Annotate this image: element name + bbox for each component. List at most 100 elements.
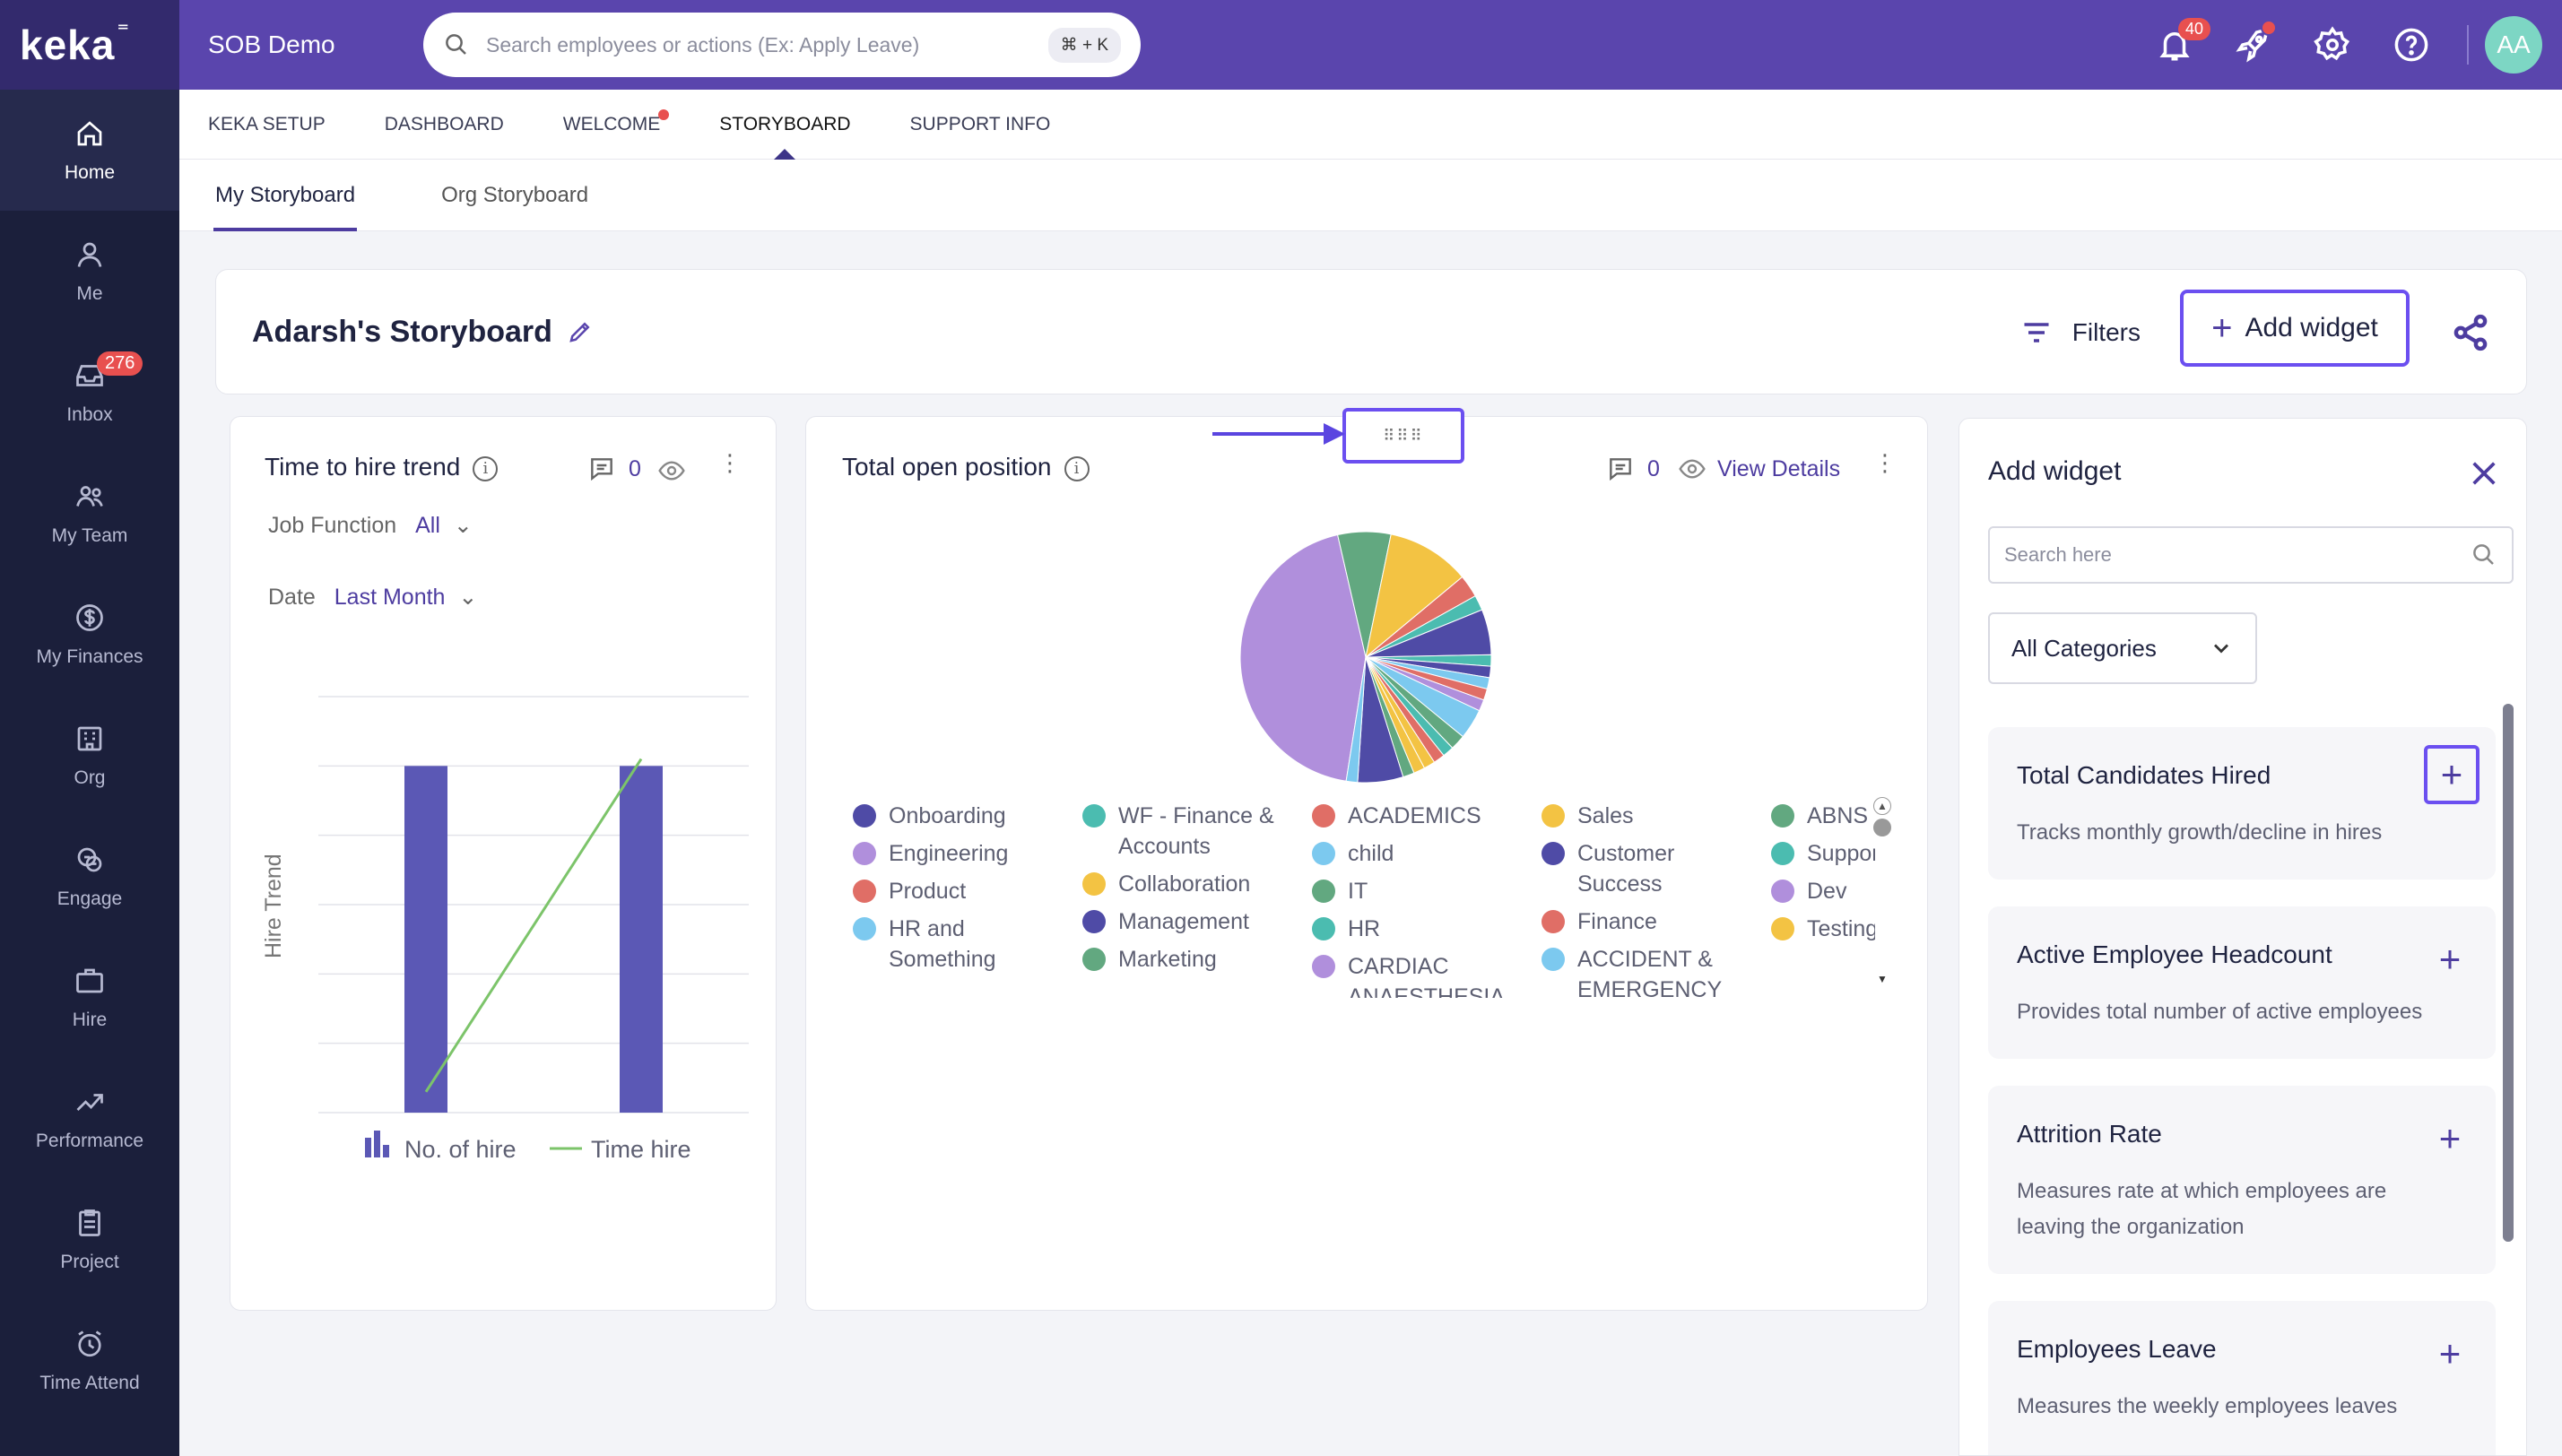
comment-count[interactable]: 0 (1606, 455, 1660, 483)
legend-item[interactable]: Management (1082, 906, 1298, 937)
view-details-link[interactable]: View Details (1678, 455, 1840, 483)
legend-item[interactable]: Sales (1542, 801, 1757, 831)
whats-new-button[interactable] (2214, 0, 2293, 90)
tab-label: KEKA SETUP (208, 113, 326, 134)
view-details-text: View Details (1717, 455, 1841, 481)
add-widget-button[interactable]: + Add widget (2180, 290, 2410, 367)
legend-item[interactable]: ACCIDENT & EMERGENCY DEPT (1542, 944, 1757, 998)
help-button[interactable] (2372, 0, 2451, 90)
legend-item[interactable]: Collaboration (1082, 869, 1298, 899)
sidebar-item-performance[interactable]: Performance (0, 1058, 179, 1179)
legend-label: Engineering (889, 841, 1009, 866)
legend-label: Management (1118, 909, 1249, 934)
comment-count[interactable]: 0 (587, 455, 641, 483)
category-select[interactable]: All Categories (1988, 612, 2257, 684)
legend-item[interactable]: CARDIAC ANAESTHESIA & ICU (1312, 951, 1527, 998)
date-filter[interactable]: Date Last Month ⌄ (268, 584, 477, 611)
legend-item[interactable]: Onboarding (853, 801, 1068, 831)
legend-item[interactable]: ABNS (1771, 801, 1875, 831)
sidebar-item-org[interactable]: Org (0, 695, 179, 816)
tab-keka-setup[interactable]: KEKA SETUP (208, 90, 326, 160)
close-icon[interactable] (2469, 458, 2499, 489)
legend-item[interactable]: Support (1771, 838, 1875, 869)
user-avatar[interactable]: AA (2485, 16, 2542, 74)
legend-item[interactable]: Dev (1771, 876, 1875, 906)
info-icon[interactable]: i (473, 455, 499, 481)
pie-slice[interactable] (1365, 533, 1463, 659)
scroll-thumb[interactable] (1873, 819, 1891, 836)
sidebar-item-label: Org (74, 767, 106, 788)
sidebar-item-engage[interactable]: Engage (0, 816, 179, 937)
global-search-input[interactable]: Search employees or actions (Ex: Apply L… (423, 13, 1141, 77)
add-widget-plus-button[interactable]: + (2438, 1117, 2462, 1159)
tab-storyboard[interactable]: STORYBOARD (719, 90, 851, 160)
more-menu-icon[interactable]: ⋮ (718, 449, 742, 476)
legend-item[interactable]: HR (1312, 914, 1527, 944)
sidebar-item-me[interactable]: Me (0, 211, 179, 332)
filters-button[interactable]: Filters (2020, 270, 2141, 395)
legend-item[interactable]: Finance (1542, 906, 1757, 937)
job-function-filter[interactable]: Job Function All ⌄ (268, 512, 473, 539)
notifications-button[interactable]: 40 (2135, 0, 2214, 90)
edit-icon[interactable] (567, 318, 594, 345)
tab-org-storyboard[interactable]: Org Storyboard (441, 183, 589, 207)
legend-label: Time hire (591, 1136, 691, 1163)
tab-dashboard[interactable]: DASHBOARD (385, 90, 504, 160)
team-icon (76, 485, 103, 507)
widget-list-item[interactable]: Total Candidates Hired Tracks monthly gr… (1988, 727, 2496, 880)
scroll-down-icon[interactable]: ▼ (1877, 973, 1888, 985)
drag-handle[interactable]: ⠿⠿⠿ (1342, 408, 1464, 464)
sidebar-item-my-finances[interactable]: My Finances (0, 574, 179, 695)
widget-list-item[interactable]: Active Employee Headcount Provides total… (1988, 906, 2496, 1059)
legend-item[interactable]: WF - Finance & Accounts (1082, 801, 1298, 862)
legend-column: ACADEMICS child IT HR CARDIAC ANAESTHESIA & … (1312, 801, 1527, 998)
add-widget-plus-button[interactable]: + (2438, 1332, 2462, 1374)
eye-icon[interactable] (657, 456, 686, 485)
legend-bar-swatch (374, 1131, 380, 1157)
add-widget-plus-button[interactable]: + (2438, 938, 2462, 980)
legend-item[interactable]: IT (1312, 876, 1527, 906)
sidebar-item-my-team[interactable]: My Team (0, 453, 179, 574)
legend-item[interactable]: HR and Something (853, 914, 1068, 975)
pie-slice[interactable] (1345, 656, 1367, 784)
legend-column: Onboarding Engineering Product HR and Somet… (853, 801, 1068, 982)
sidebar-item-home[interactable]: Home (0, 90, 179, 211)
widget-list-item[interactable]: Employees Leave Measures the weekly empl… (1988, 1301, 2496, 1455)
filters-label: Filters (2071, 318, 2141, 346)
legend-item[interactable]: Engineering (853, 838, 1068, 869)
sidebar-item-inbox[interactable]: Inbox 276 (0, 332, 179, 453)
more-menu-icon[interactable]: ⋮ (1873, 449, 1897, 476)
panel-scrollbar[interactable] (2503, 704, 2514, 1242)
pie-slice[interactable] (1239, 533, 1367, 782)
tab-my-storyboard[interactable]: My Storyboard (213, 160, 358, 231)
info-icon[interactable]: i (1064, 455, 1090, 481)
storyboard-tabs: My Storyboard Org Storyboard (179, 160, 2562, 231)
tab-welcome[interactable]: WELCOME (563, 90, 670, 160)
add-widget-plus-button[interactable]: + (2424, 745, 2479, 804)
settings-button[interactable] (2293, 0, 2372, 90)
tab-label: SUPPORT INFO (909, 113, 1051, 134)
legend-item[interactable]: Testing (1771, 914, 1875, 944)
sidebar-item-project[interactable]: Project (0, 1179, 179, 1300)
sidebar-item-time-attend[interactable]: Time Attend (0, 1300, 179, 1421)
eye-icon (1679, 459, 1706, 479)
widget-search-input[interactable]: Search here (1988, 526, 2514, 584)
legend-swatch (1312, 955, 1335, 978)
drag-dots-icon: ⠿⠿⠿ (1383, 427, 1424, 445)
sidebar-item-hire[interactable]: Hire (0, 937, 179, 1058)
legend-swatch (1542, 948, 1565, 971)
legend-item[interactable]: Customer Success (1542, 838, 1757, 899)
tab-support-info[interactable]: SUPPORT INFO (910, 90, 1051, 160)
legend-item[interactable]: Product (853, 876, 1068, 906)
keka-logo[interactable]: keka ⁼ (0, 0, 179, 90)
legend-item[interactable]: ACADEMICS (1312, 801, 1527, 831)
scroll-thumb[interactable] (2503, 704, 2514, 1242)
share-icon[interactable] (2451, 313, 2490, 352)
legend-item[interactable]: child (1312, 838, 1527, 869)
scroll-up-icon[interactable]: ▲ (1873, 797, 1891, 815)
legend-scrollbar[interactable]: ▲ ▼ (1873, 797, 1895, 1003)
add-widget-label: Add widget (2245, 313, 2378, 342)
legend-item[interactable]: Marketing (1082, 944, 1298, 975)
widget-list-item[interactable]: Attrition Rate Measures rate at which em… (1988, 1086, 2496, 1274)
top-bar: SOB Demo Search employees or actions (Ex… (179, 0, 2562, 90)
